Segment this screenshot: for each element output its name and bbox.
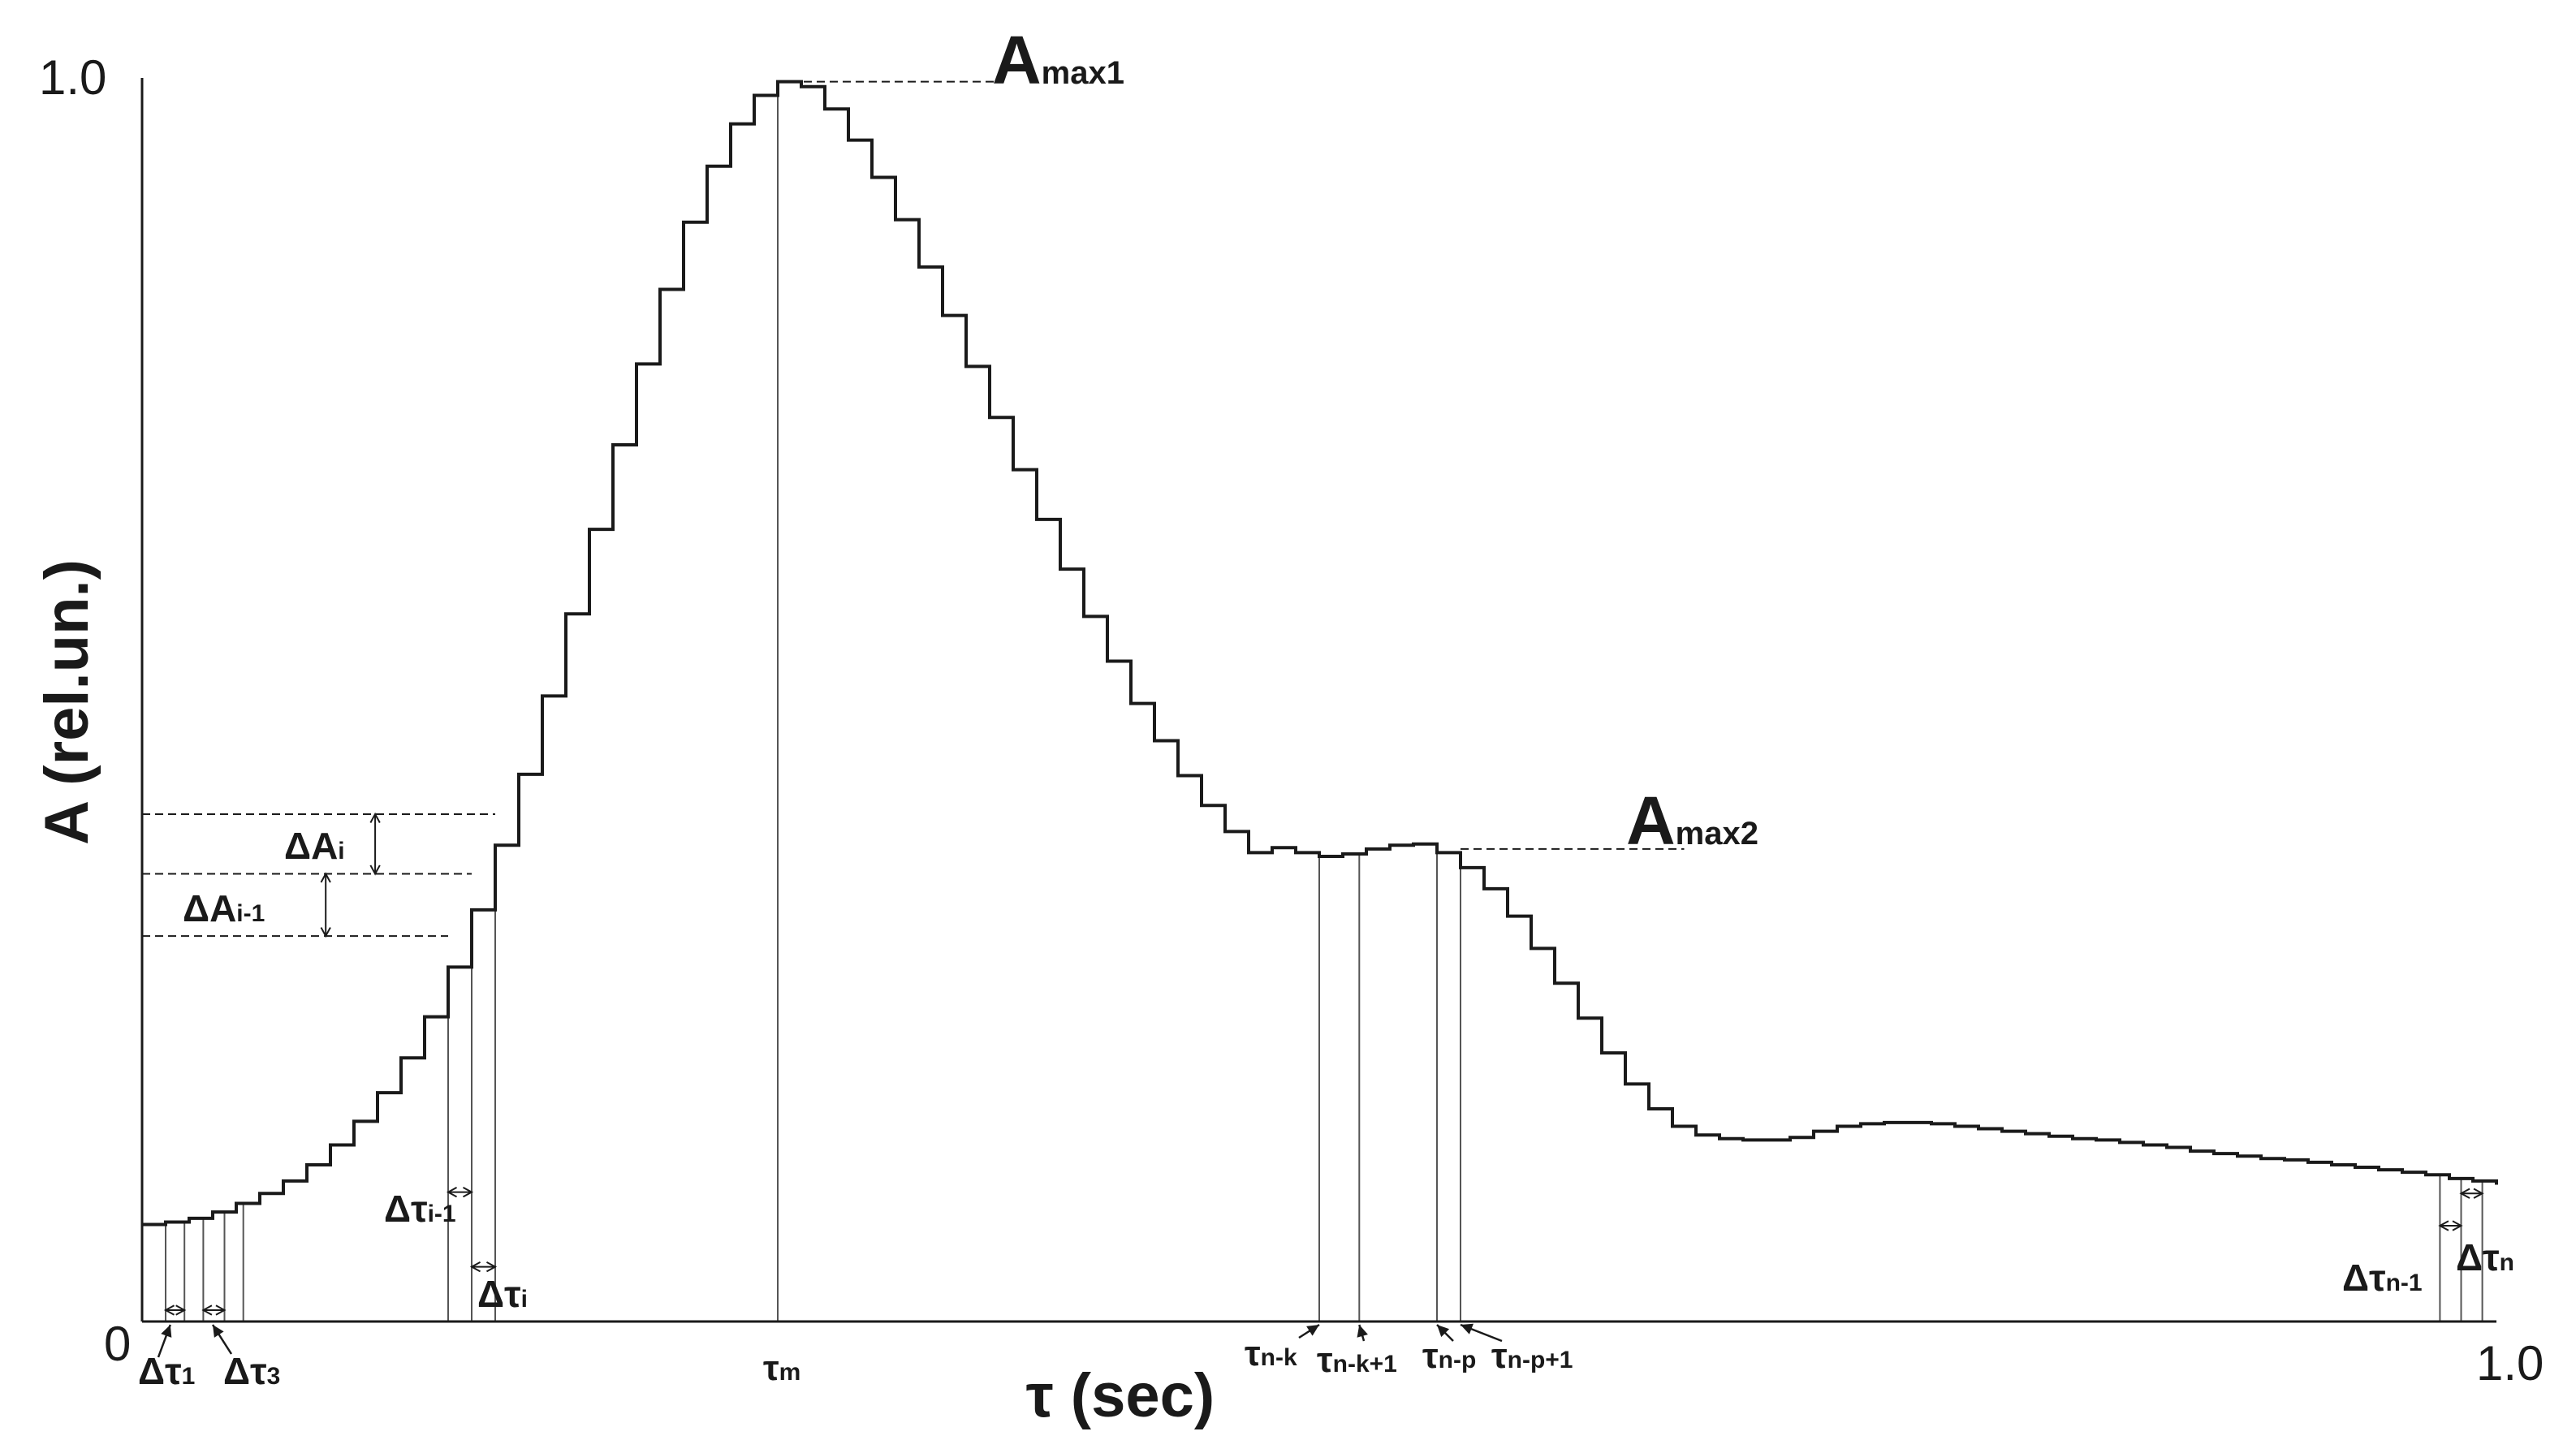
tau-n-p1-label: τn-p+1: [1491, 1336, 1573, 1376]
tau-n-k-label: τn-k: [1245, 1334, 1297, 1373]
delta-tau-i1-arrow-head-end: [462, 1187, 474, 1198]
delta-tau-n-arrow-head-end: [2473, 1188, 2484, 1199]
delta-tau-1-arrow-head-start: [163, 1304, 175, 1316]
tau-n-k-pointer-head: [1306, 1325, 1319, 1336]
delta-a-i1-arrow-head-end: [320, 927, 331, 938]
y-tick-max: 1.0: [39, 50, 106, 105]
delta-a-i-arrow-head-start: [369, 812, 381, 823]
delta-tau-3-label: Δτ3: [223, 1350, 280, 1392]
delta-tau-i-arrow-head-end: [485, 1261, 498, 1273]
amax1-label: Amax1: [992, 22, 1124, 98]
delta-tau-1-arrow-head-end: [175, 1304, 187, 1316]
amax2-label: Amax2: [1626, 783, 1758, 859]
tau-n-k1-pointer-head: [1357, 1325, 1368, 1338]
delta-tau-n-label: Δτn: [2456, 1236, 2514, 1278]
delta-tau-1-label: Δτ1: [138, 1350, 195, 1392]
delta-tau-i1-arrow-head-start: [446, 1187, 458, 1198]
delta-tau-3-pointer-head: [213, 1325, 224, 1338]
delta-tau-n-arrow-head-start: [2459, 1188, 2470, 1199]
delta-a-i-label: ΔAi: [284, 825, 345, 867]
delta-a-i1-label: ΔAi-1: [183, 887, 265, 929]
x-axis-title: τ (sec): [1026, 1361, 1215, 1430]
x-tick-max: 1.0: [2476, 1336, 2544, 1390]
guide-lines: [142, 80, 2484, 1358]
tau-n-p-label: τn-p: [1422, 1336, 1476, 1376]
y-tick-min: 0: [104, 1317, 131, 1371]
delta-tau-i-arrow-head-start: [469, 1261, 481, 1273]
delta-tau-n1-label: Δτn-1: [2342, 1257, 2423, 1299]
tau-n-k1-label: τn-k+1: [1317, 1340, 1397, 1380]
tau-n-p1-pointer-head: [1461, 1323, 1474, 1334]
delta-tau-3-arrow-head-start: [201, 1304, 213, 1316]
tau-m-label: τm: [763, 1348, 800, 1388]
tau-n-p-pointer-head: [1437, 1325, 1450, 1338]
delta-tau-1-pointer-head: [161, 1325, 172, 1338]
delta-tau-i-label: Δτi: [477, 1273, 528, 1315]
delta-tau-i1-label: Δτi-1: [384, 1188, 456, 1230]
annotation-labels: Amax1 Amax2 ΔAi ΔAi-1 Δτ1 Δτ3 Δτi-1 Δτi …: [138, 22, 2514, 1392]
y-axis-title: A (rel.un.): [32, 559, 101, 845]
delta-tau-n1-arrow-head-start: [2438, 1220, 2449, 1231]
delta-tau-n1-arrow-head-end: [2452, 1220, 2463, 1231]
step-curve: [142, 80, 2498, 1227]
delta-tau-3-arrow-head-end: [215, 1304, 227, 1316]
delta-a-i1-arrow-head-start: [320, 872, 331, 883]
delta-a-i-arrow-head-end: [369, 864, 381, 876]
